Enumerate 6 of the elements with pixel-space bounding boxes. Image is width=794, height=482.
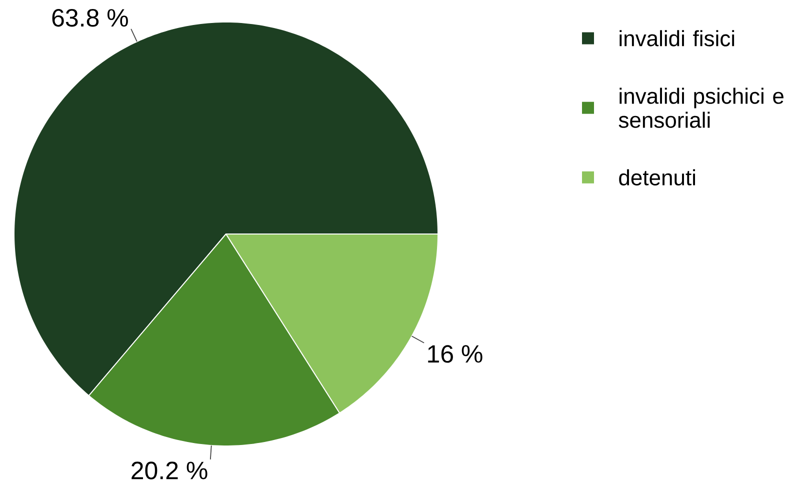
legend-label: invalidi fisici — [620, 30, 734, 46]
data-label: 16 % — [428, 345, 482, 363]
data-label: 63.8 % — [52, 9, 128, 27]
legend-label: invalidi psichici e sensoriali — [618, 88, 784, 128]
data-label: 20.2 % — [132, 462, 208, 480]
legend-label: detenuti — [619, 169, 696, 186]
